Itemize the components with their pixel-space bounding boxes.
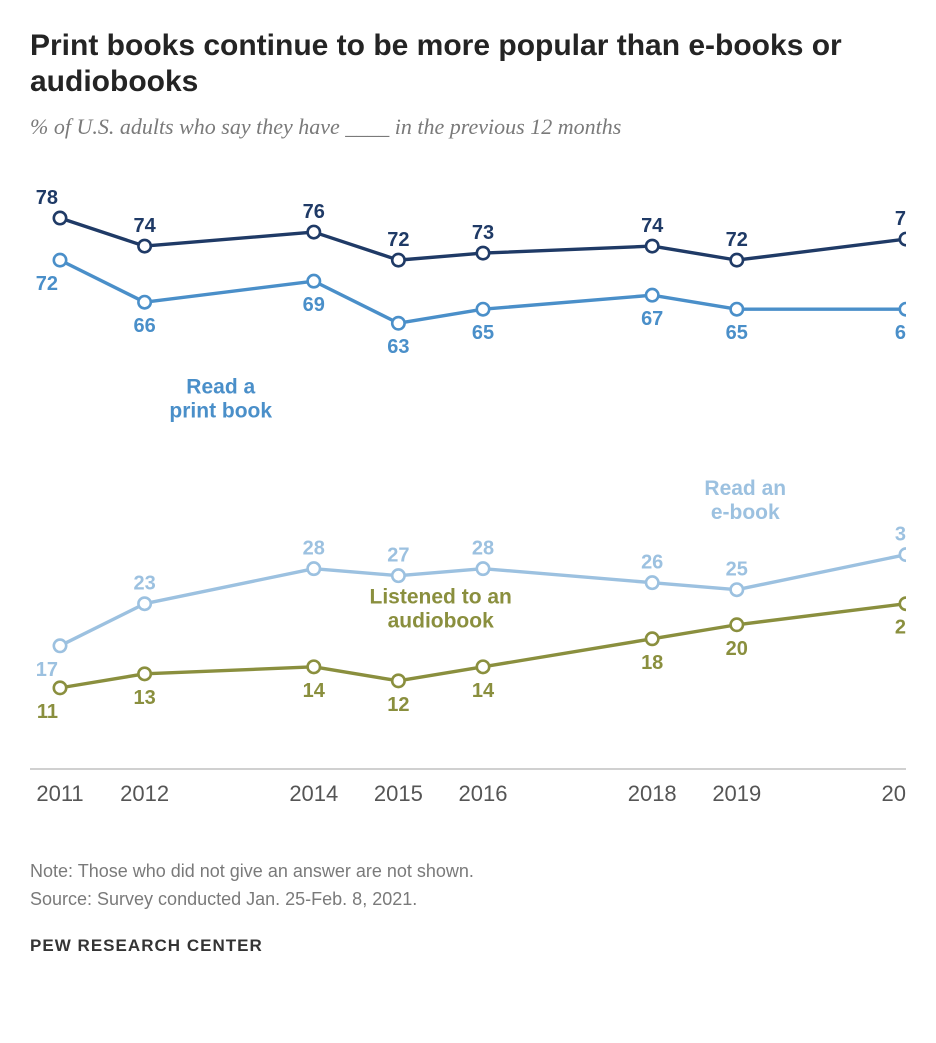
value-label: 25 — [726, 559, 748, 581]
value-label: 75 — [895, 208, 906, 230]
series-label-audiobook: Listened to an — [370, 586, 512, 609]
x-tick-label: 2011 — [36, 781, 83, 806]
value-label: 28 — [472, 538, 494, 560]
attribution: PEW RESEARCH CENTER — [30, 936, 906, 956]
value-label: 74 — [133, 215, 156, 237]
series-label-print_book: Read a — [186, 375, 255, 398]
x-tick-label: 2018 — [628, 781, 677, 806]
value-label: 27 — [387, 545, 409, 567]
data-point — [731, 583, 743, 595]
value-label: 14 — [472, 680, 495, 702]
value-label: 65 — [726, 322, 748, 344]
data-point — [138, 598, 150, 610]
data-point — [392, 317, 404, 329]
data-point — [731, 254, 743, 266]
data-point — [392, 254, 404, 266]
value-label: 12 — [387, 694, 409, 716]
note-text: Note: Those who did not give an answer a… — [30, 858, 906, 886]
data-point — [308, 661, 320, 673]
data-point — [54, 682, 66, 694]
data-point — [308, 226, 320, 238]
value-label: 69 — [303, 294, 325, 316]
value-label: 28 — [303, 538, 325, 560]
data-point — [54, 212, 66, 224]
data-point — [477, 562, 489, 574]
value-label: 30 — [895, 524, 906, 546]
chart-subtitle: % of U.S. adults who say they have ____ … — [30, 114, 906, 140]
x-tick-label: 2016 — [459, 781, 508, 806]
data-point — [731, 619, 743, 631]
value-label: 63 — [387, 336, 409, 358]
value-label: 73 — [472, 222, 494, 244]
value-label: 65 — [472, 322, 494, 344]
x-tick-label: 2012 — [120, 781, 169, 806]
value-label: 23 — [895, 617, 906, 639]
data-point — [900, 303, 906, 315]
source-text: Source: Survey conducted Jan. 25-Feb. 8,… — [30, 886, 906, 914]
value-label: 20 — [726, 638, 748, 660]
chart-svg: 2011201220142015201620182019202178747672… — [30, 190, 906, 830]
series-label-ebook: e-book — [711, 501, 780, 524]
data-point — [54, 254, 66, 266]
data-point — [900, 233, 906, 245]
x-tick-label: 2021 — [882, 781, 906, 806]
data-point — [138, 668, 150, 680]
value-label: 14 — [303, 680, 326, 702]
data-point — [900, 548, 906, 560]
value-label: 17 — [36, 659, 58, 681]
data-point — [731, 303, 743, 315]
data-point — [138, 296, 150, 308]
series-label-ebook: Read an — [704, 477, 786, 500]
value-label: 23 — [133, 573, 155, 595]
data-point — [646, 240, 658, 252]
series-label-audiobook: audiobook — [388, 610, 494, 633]
value-label: 72 — [387, 229, 409, 251]
x-tick-label: 2019 — [712, 781, 761, 806]
data-point — [54, 640, 66, 652]
chart-title: Print books continue to be more popular … — [30, 28, 906, 100]
data-point — [392, 675, 404, 687]
line-chart: 2011201220142015201620182019202178747672… — [30, 190, 906, 830]
data-point — [646, 576, 658, 588]
value-label: 65 — [895, 322, 906, 344]
value-label: 13 — [133, 687, 155, 709]
data-point — [477, 247, 489, 259]
data-point — [477, 661, 489, 673]
data-point — [392, 569, 404, 581]
x-tick-label: 2014 — [289, 781, 338, 806]
chart-footer: Note: Those who did not give an answer a… — [30, 858, 906, 914]
value-label: 74 — [641, 215, 664, 237]
data-point — [308, 275, 320, 287]
value-label: 78 — [36, 190, 58, 209]
x-tick-label: 2015 — [374, 781, 423, 806]
value-label: 18 — [641, 652, 663, 674]
value-label: 72 — [36, 273, 58, 295]
value-label: 72 — [726, 229, 748, 251]
data-point — [646, 289, 658, 301]
data-point — [646, 633, 658, 645]
series-label-print_book: print book — [169, 399, 272, 422]
value-label: 26 — [641, 552, 663, 574]
data-point — [308, 562, 320, 574]
data-point — [477, 303, 489, 315]
data-point — [138, 240, 150, 252]
value-label: 76 — [303, 201, 325, 223]
value-label: 66 — [133, 315, 155, 337]
data-point — [900, 598, 906, 610]
value-label: 11 — [37, 701, 58, 723]
value-label: 67 — [641, 308, 663, 330]
